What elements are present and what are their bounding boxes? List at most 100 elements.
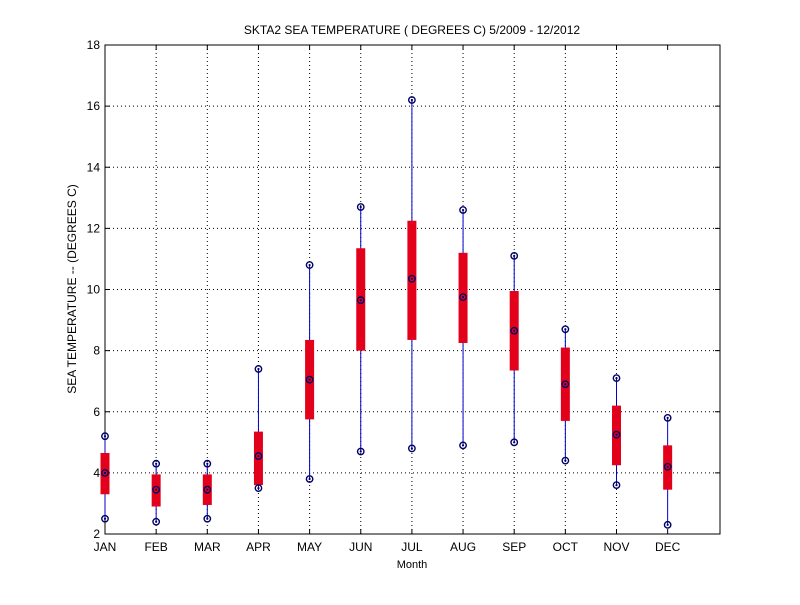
min-marker-dot — [359, 450, 362, 453]
y-tick-label: 18 — [87, 38, 101, 52]
median-marker — [101, 468, 109, 477]
median-marker-dot — [359, 299, 362, 302]
median-marker — [459, 293, 467, 302]
max-marker — [254, 365, 263, 373]
x-axis-ticks: JAN FEB MAR APR MAY JUN JUL AUG SEP OCT NOV DEC — [94, 45, 681, 554]
median-marker-dot — [513, 329, 516, 332]
box-apr — [253, 365, 263, 493]
median-marker-dot — [308, 378, 311, 381]
box-plots — [100, 96, 673, 529]
min-marker — [663, 520, 672, 529]
max-marker-dot — [206, 462, 209, 465]
box-sep — [509, 251, 519, 447]
x-tick-label: DEC — [655, 540, 681, 554]
box-jul — [407, 96, 417, 453]
median-marker-dot — [615, 433, 618, 436]
median-marker — [356, 296, 365, 305]
median-marker — [510, 326, 519, 335]
max-marker — [407, 96, 416, 104]
min-marker-dot — [564, 459, 567, 462]
x-tick-label: JUL — [401, 540, 423, 554]
median-marker — [612, 430, 621, 439]
y-tick-label: 10 — [87, 283, 101, 297]
min-marker-dot — [257, 487, 260, 490]
median-marker-dot — [257, 454, 260, 458]
min-marker — [254, 484, 263, 493]
median-marker — [663, 462, 672, 471]
min-marker — [305, 475, 314, 483]
box-aug — [458, 206, 468, 450]
min-marker-dot — [410, 447, 413, 450]
x-tick-label: SEP — [502, 540, 526, 554]
x-tick-label: NOV — [603, 540, 629, 554]
max-marker — [305, 261, 314, 269]
x-axis-label: Month — [397, 559, 428, 571]
min-marker — [459, 441, 467, 450]
y-axis-ticks: 2 4 6 8 10 12 14 16 18 — [87, 38, 720, 541]
median-marker — [152, 485, 161, 494]
max-marker-dot — [103, 435, 107, 438]
x-tick-label: MAY — [297, 540, 322, 554]
min-marker-dot — [103, 517, 107, 520]
y-tick-label: 2 — [93, 527, 100, 541]
median-marker — [561, 380, 570, 389]
median-marker-dot — [666, 465, 669, 468]
median-marker-dot — [206, 488, 209, 491]
box-mar — [202, 459, 212, 523]
y-tick-label: 14 — [87, 160, 101, 174]
chart-title: SKTA2 SEA TEMPERATURE ( DEGREES C) 5/200… — [244, 23, 580, 37]
max-marker — [101, 432, 109, 441]
median-marker-dot — [461, 296, 465, 299]
y-axis-label: SEA TEMPERATURE -- (DEGREES C) — [65, 184, 79, 394]
max-marker-dot — [564, 328, 567, 331]
box-jan — [100, 432, 110, 523]
min-marker — [356, 447, 365, 456]
max-marker-dot — [359, 205, 362, 209]
x-tick-label: APR — [246, 540, 271, 554]
max-marker — [459, 206, 467, 214]
max-marker-dot — [461, 208, 465, 212]
iqr-box — [253, 431, 263, 486]
min-marker-dot — [513, 441, 516, 444]
median-marker-dot — [103, 471, 107, 474]
min-marker-dot — [615, 484, 618, 487]
min-marker — [407, 444, 416, 453]
min-marker — [152, 517, 161, 526]
min-marker — [612, 481, 621, 489]
y-tick-label: 12 — [87, 221, 101, 235]
box-dec — [663, 413, 673, 529]
max-marker — [356, 203, 365, 211]
x-tick-label: JUN — [349, 540, 372, 554]
box-oct — [560, 325, 570, 465]
box-may — [305, 261, 315, 483]
max-marker — [561, 325, 570, 334]
min-marker-dot — [206, 517, 209, 520]
x-tick-label: AUG — [450, 540, 476, 554]
x-tick-label: JAN — [94, 540, 117, 554]
min-marker-dot — [666, 523, 669, 526]
min-marker — [203, 514, 212, 523]
iqr-box — [407, 220, 417, 340]
max-marker-dot — [308, 263, 311, 267]
min-marker — [510, 438, 519, 447]
median-marker-dot — [410, 277, 413, 280]
max-marker — [203, 459, 212, 468]
max-marker-dot — [257, 367, 260, 371]
median-marker — [254, 452, 263, 460]
max-marker-dot — [155, 462, 158, 465]
median-marker — [407, 274, 416, 283]
box-feb — [151, 459, 161, 526]
median-marker — [305, 375, 314, 384]
box-nov — [612, 374, 621, 489]
max-marker-dot — [410, 98, 413, 102]
min-marker-dot — [461, 444, 465, 447]
y-tick-label: 6 — [93, 405, 100, 419]
max-marker-dot — [666, 416, 669, 419]
min-marker-dot — [155, 520, 158, 523]
min-marker — [101, 514, 109, 523]
x-tick-label: OCT — [553, 540, 579, 554]
max-marker — [612, 374, 621, 383]
max-marker — [510, 251, 519, 260]
